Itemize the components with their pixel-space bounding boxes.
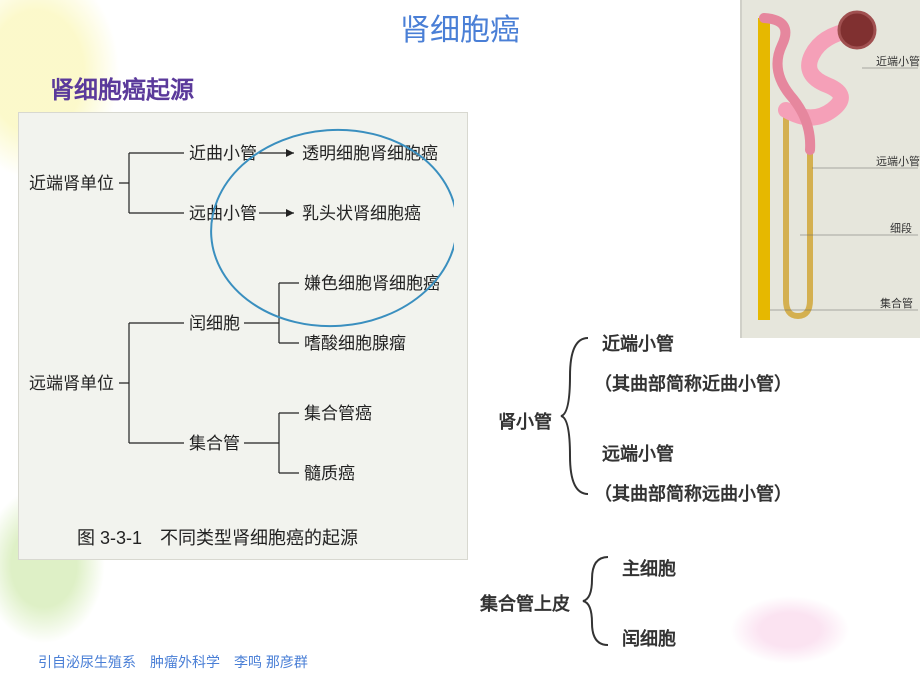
- nephron-illustration: 近端小管 远端小管 细段 集合管: [740, 0, 920, 338]
- origin-tree-figure: 近端肾单位 近曲小管 透明细胞肾细胞癌 远曲小管 乳头状肾细胞癌 远端肾单位 闰…: [18, 112, 468, 560]
- bracket1-item1: （其曲部简称近曲小管）: [594, 370, 792, 396]
- tree-r2-c0-out0: 嫌色细胞肾细胞癌: [304, 274, 440, 293]
- attribution-text: 引自泌尿生殖系 肿瘤外科学 李鸣 那彦群: [38, 652, 308, 672]
- nephron-label1: 远端小管: [876, 154, 920, 168]
- nephron-label0: 近端小管: [876, 54, 920, 68]
- bracket-group-collecting: 集合管上皮 主细胞 闰细胞: [480, 555, 780, 655]
- tree-r2-c1-out1: 髓质癌: [304, 464, 355, 483]
- tree-r1-c0: 近曲小管: [189, 144, 257, 163]
- tree-r1-c1: 远曲小管: [189, 204, 257, 223]
- bracket2-item0: 主细胞: [622, 555, 676, 581]
- tree-r2-c0-out1: 嗜酸细胞腺瘤: [304, 334, 406, 353]
- figure-caption: 图 3-3-1 不同类型肾细胞癌的起源: [77, 524, 358, 550]
- tree-r1-c0-out: 透明细胞肾细胞癌: [302, 144, 438, 163]
- tree-r1-c1-out: 乳头状肾细胞癌: [302, 204, 421, 223]
- bracket1-item0: 近端小管: [602, 330, 674, 356]
- origin-tree: 近端肾单位 近曲小管 透明细胞肾细胞癌 远曲小管 乳头状肾细胞癌 远端肾单位 闰…: [19, 113, 467, 559]
- bracket1-label: 肾小管: [498, 408, 552, 434]
- nephron-label3: 集合管: [880, 296, 913, 310]
- bracket2-item1: 闰细胞: [622, 625, 676, 651]
- section-subtitle: 肾细胞癌起源: [50, 70, 194, 105]
- bracket-group-tubule: 肾小管 近端小管 （其曲部简称近曲小管） 远端小管 （其曲部简称远曲小管）: [498, 330, 838, 500]
- tree-r2-c1: 集合管: [189, 434, 240, 453]
- bracket2-label: 集合管上皮: [480, 590, 570, 616]
- tree-r2-c0: 闰细胞: [189, 314, 240, 333]
- origin-tree-svg: 近端肾单位 近曲小管 透明细胞肾细胞癌 远曲小管 乳头状肾细胞癌 远端肾单位 闰…: [19, 113, 469, 559]
- nephron-svg: 近端小管 远端小管 细段 集合管: [742, 0, 920, 338]
- bracket1-item3: （其曲部简称远曲小管）: [594, 480, 792, 506]
- bracket1-brace-icon: [558, 336, 598, 496]
- tree-r2-c1-out0: 集合管癌: [304, 404, 372, 423]
- bracket1-item2: 远端小管: [602, 440, 674, 466]
- bracket2-brace-icon: [580, 555, 616, 647]
- tree-root1: 近端肾单位: [29, 174, 114, 193]
- nephron-label2: 细段: [890, 221, 912, 235]
- tree-root2: 远端肾单位: [29, 374, 114, 393]
